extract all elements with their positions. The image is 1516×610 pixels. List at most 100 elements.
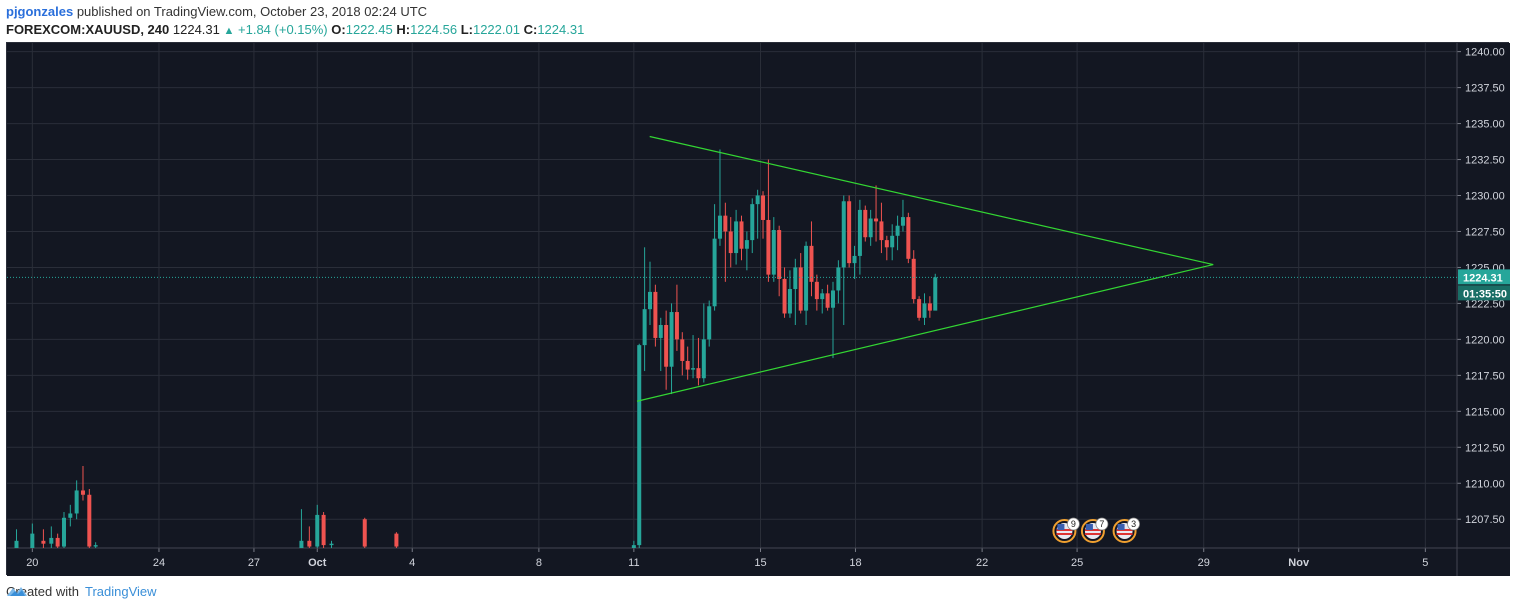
candle-body	[307, 540, 312, 547]
candle	[917, 296, 922, 321]
candle	[755, 189, 760, 239]
x-tick-label: 25	[1071, 557, 1083, 569]
candle-body	[658, 324, 663, 338]
event-count-label: 3	[1131, 519, 1136, 529]
event-count-badge	[1067, 517, 1080, 531]
candle-body	[68, 513, 73, 518]
candle	[922, 293, 927, 325]
candle-body	[723, 215, 728, 232]
candle-body	[712, 238, 717, 307]
economic-event-marker: 7	[1080, 517, 1109, 543]
y-tick-label: 1212.50	[1465, 442, 1505, 454]
candle-body	[80, 490, 85, 495]
candle	[825, 284, 830, 311]
candle	[761, 191, 766, 239]
candle-body	[750, 204, 755, 241]
tradingview-brand-link[interactable]: TradingView	[84, 584, 157, 599]
flag-stripe	[1116, 533, 1133, 535]
author-link[interactable]: pjgonzales	[6, 4, 74, 19]
candle-body	[61, 517, 66, 547]
candle-body	[717, 215, 722, 239]
candle	[299, 509, 304, 548]
candle	[836, 260, 841, 304]
candle-body	[874, 218, 879, 222]
y-tick-label: 1240.00	[1465, 47, 1505, 59]
candle-body	[793, 267, 798, 290]
y-tick-label: 1230.00	[1465, 191, 1505, 203]
candle-body	[696, 368, 701, 379]
candle	[820, 289, 825, 314]
candle	[664, 310, 669, 390]
candle-body	[782, 278, 787, 314]
candle	[884, 235, 889, 261]
candle	[707, 300, 712, 347]
candle	[857, 199, 862, 275]
candle-body	[674, 312, 679, 340]
publish-info: pjgonzales published on TradingView.com,…	[6, 4, 427, 19]
y-tick-label: 1235.00	[1465, 119, 1505, 131]
candle	[793, 258, 798, 325]
y-tick-label: 1220.00	[1465, 334, 1505, 346]
candle-body	[825, 293, 830, 308]
candle-body	[739, 221, 744, 249]
candle-body	[836, 267, 841, 291]
current-price-badge	[1458, 269, 1510, 285]
chart-background	[7, 43, 1510, 576]
candle-body	[701, 339, 706, 379]
candle-body	[648, 291, 653, 310]
x-tick-label: 11	[628, 557, 639, 569]
candle-body	[895, 225, 900, 236]
candle-body	[691, 368, 696, 370]
candle-body	[93, 545, 98, 547]
x-tick-label: 5	[1422, 557, 1428, 569]
candle	[933, 273, 938, 311]
candle	[307, 526, 312, 548]
candle-body	[868, 218, 873, 238]
event-count-label: 7	[1099, 519, 1104, 529]
candle	[87, 489, 92, 548]
high-value: 1224.56	[410, 22, 458, 37]
candle-body	[315, 514, 320, 547]
candle	[787, 270, 792, 318]
y-tick-label: 1222.50	[1465, 298, 1505, 310]
candle-body	[863, 209, 868, 238]
candle	[93, 542, 98, 548]
candle	[798, 253, 803, 314]
candlestick-chart[interactable]: 1240.00 1237.50 1235.00 1232.50 1230.00 1227.…	[7, 43, 1510, 576]
candle-body	[755, 195, 760, 205]
candle	[841, 195, 846, 325]
current-price-label: 1224.31	[1463, 272, 1503, 284]
candle	[642, 247, 647, 372]
candle	[631, 540, 636, 548]
tradingview-logo-icon	[7, 587, 27, 596]
candle-body	[734, 221, 739, 254]
candle	[658, 317, 663, 372]
triangle-trendline	[649, 135, 1214, 266]
y-tick-label: 1217.50	[1465, 370, 1505, 382]
economic-event-marker: 9	[1052, 517, 1080, 543]
candle	[895, 215, 900, 251]
candle	[734, 209, 739, 265]
close-value: 1224.31	[537, 22, 585, 37]
candle-body	[830, 290, 835, 308]
x-tick-label: 29	[1198, 557, 1210, 569]
candle	[61, 512, 66, 548]
publish-text: published on TradingView.com, October 23…	[76, 4, 428, 19]
candle-body	[74, 490, 79, 514]
chart-frame[interactable]: 1240.00 1237.50 1235.00 1232.50 1230.00 1227.…	[6, 42, 1510, 576]
y-tick-label: 1237.50	[1465, 83, 1505, 95]
candle	[55, 533, 60, 548]
candle-body	[814, 281, 819, 300]
candle	[777, 225, 782, 297]
x-tick-label: 22	[976, 557, 988, 569]
x-tick-label: 4	[409, 557, 415, 569]
candle-body	[884, 240, 889, 248]
candle	[782, 267, 787, 318]
candle	[809, 221, 814, 297]
event-count-badge	[1127, 517, 1140, 531]
candle	[669, 303, 674, 395]
candle	[41, 529, 46, 548]
candle	[750, 198, 755, 254]
candle-body	[787, 289, 792, 314]
candle-body	[299, 540, 304, 548]
